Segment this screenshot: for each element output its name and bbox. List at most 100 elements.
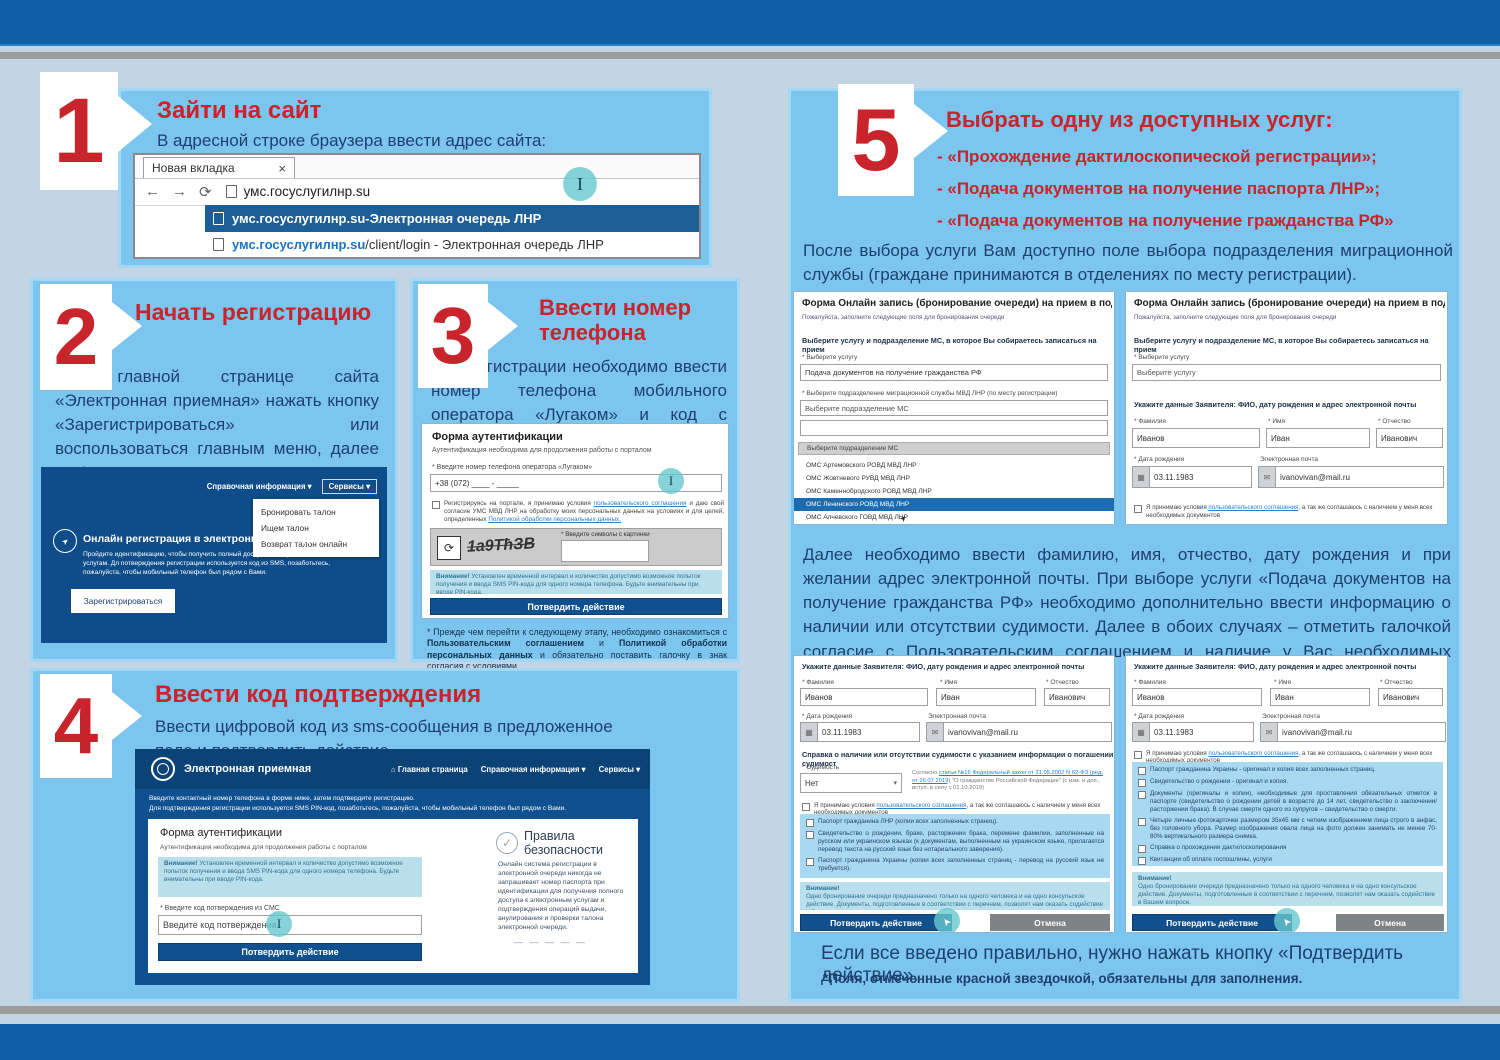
nav-reference-info[interactable]: Справочная информация ▾ bbox=[480, 764, 586, 774]
back-icon[interactable]: ← bbox=[145, 183, 160, 200]
mail-icon: ✉ bbox=[927, 723, 944, 741]
last-name-input[interactable]: Иванов bbox=[800, 688, 928, 706]
agree-pre: Я принимаю условия bbox=[814, 802, 877, 809]
middle-name-input[interactable]: Иванович bbox=[1378, 688, 1443, 706]
ibeam-glyph: I bbox=[577, 173, 583, 194]
last-name-input[interactable]: Иванов bbox=[1132, 428, 1260, 448]
first-name-label: * Имя bbox=[1274, 679, 1291, 686]
doc-checkbox[interactable] bbox=[1138, 791, 1146, 799]
forward-icon[interactable]: → bbox=[172, 183, 187, 200]
dob-input[interactable]: ▦ 03.11.1983 bbox=[1132, 722, 1254, 742]
menu-reference-info[interactable]: Справочная информация ▾ bbox=[206, 482, 312, 491]
attention-box: Внимание! Одно бронирование очереди пред… bbox=[1132, 872, 1443, 906]
form-b-title: Форма Онлайн запись (бронирование очеред… bbox=[1134, 298, 1445, 309]
doc-checkbox[interactable] bbox=[806, 819, 814, 827]
agree-post: , а так же соглашаюсь с наличием у меня … bbox=[1146, 504, 1433, 520]
legal-link[interactable]: статьи №16 Федеральный закон от 31.05.20… bbox=[912, 770, 1103, 784]
footnote-post: и обязательно поставить галочку в знак с… bbox=[427, 649, 727, 672]
captcha-input[interactable] bbox=[561, 540, 649, 562]
middle-name-input[interactable]: Иванович bbox=[1044, 688, 1110, 706]
dropdown-item-return-ticket[interactable]: Возврат талон онлайн bbox=[261, 539, 348, 549]
unit-empty-input[interactable] bbox=[800, 420, 1108, 436]
confirm-button[interactable]: Потвердить действие bbox=[430, 598, 722, 615]
doc-checkbox[interactable] bbox=[1138, 857, 1146, 866]
unit-option-kamennobrodsky[interactable]: ОМС Каменнобродского РОВД МВД ЛНР bbox=[794, 485, 1114, 498]
unit-option-leninsky-selected[interactable]: ОМС Ленинского РОВД МВД ЛНР bbox=[794, 498, 1114, 511]
confirm-button-label: Потвердить действие bbox=[241, 947, 339, 957]
service-select[interactable]: Выберите услугу bbox=[1132, 364, 1441, 381]
reload-icon[interactable]: ⟳ bbox=[199, 183, 212, 201]
tab-close-icon[interactable]: × bbox=[278, 160, 286, 176]
dropdown-item-book-ticket[interactable]: Бронировать талон bbox=[261, 507, 336, 517]
user-agreement-link[interactable]: пользовательского соглашения bbox=[876, 802, 967, 809]
cancel-button[interactable]: Отмена bbox=[990, 914, 1110, 931]
form-d-section-applicant: Укажите данные Заявителя: ФИО, дату рожд… bbox=[1134, 662, 1417, 671]
menu-services[interactable]: Сервисы ▾ bbox=[321, 479, 377, 494]
email-input[interactable]: ✉ ivanovivan@mail.ru bbox=[926, 722, 1112, 742]
agreement-checkbox[interactable] bbox=[1134, 505, 1142, 513]
user-agreement-link[interactable]: пользовательского соглашения bbox=[1208, 750, 1299, 757]
agree-post: , а так же соглашаюсь с наличием у меня … bbox=[1146, 750, 1433, 764]
footnote-mid: и bbox=[584, 638, 619, 649]
step2-menubar: Справочная информация ▾ Сервисы ▾ bbox=[207, 479, 377, 494]
user-agreement-link[interactable]: пользовательского соглашения bbox=[593, 500, 687, 507]
unit-option-artemovsky[interactable]: ОМС Артемовского РОВД МВД ЛНР bbox=[794, 459, 1114, 472]
doc-checkbox[interactable] bbox=[806, 831, 814, 839]
conviction-select[interactable]: Нет ▾ bbox=[800, 773, 902, 793]
middle-name-input[interactable]: Иванович bbox=[1376, 428, 1443, 448]
auth-card-title: Форма аутентификации bbox=[160, 827, 283, 839]
first-name-input[interactable]: Иван bbox=[936, 688, 1036, 706]
agreement-checkbox[interactable] bbox=[1134, 751, 1142, 759]
doc-checkbox[interactable] bbox=[1138, 767, 1146, 775]
last-name-label: * Фамилия bbox=[1134, 418, 1166, 425]
last-name-label: * Фамилия bbox=[802, 679, 834, 686]
register-button[interactable]: Зарегистрироваться bbox=[71, 589, 175, 613]
suggestion2-link: умс.госуслугилнр.su bbox=[232, 237, 366, 252]
confirm-button[interactable]: Потвердить действие bbox=[158, 943, 422, 961]
agreement-checkbox[interactable] bbox=[432, 501, 440, 509]
mouse-cursor-icon: ➤ bbox=[1274, 908, 1300, 932]
step5-title: Выбрать одну из доступных услуг: bbox=[946, 107, 1333, 132]
step3-title-line1: Ввести номер bbox=[539, 295, 692, 320]
nav-home[interactable]: ⌂ Главная страница bbox=[391, 765, 468, 774]
last-name-value: Иванов bbox=[1137, 692, 1165, 702]
first-name-input[interactable]: Иван bbox=[1270, 688, 1370, 706]
dropdown-item-find-ticket[interactable]: Ищем талон bbox=[261, 523, 309, 533]
dob-input[interactable]: ▦ 03.11.1983 bbox=[800, 722, 920, 742]
mail-glyph: ✉ bbox=[1263, 472, 1271, 482]
service-select[interactable]: Подача документов на получение гражданст… bbox=[800, 364, 1108, 381]
doc-item: Паспорт гражданина Украины - оригинал и … bbox=[1138, 766, 1437, 775]
doc-checkbox[interactable] bbox=[1138, 818, 1146, 827]
page-icon bbox=[225, 185, 237, 198]
step4-title: Ввести код подтверждения bbox=[155, 681, 482, 708]
cancel-button[interactable]: Отмена bbox=[1336, 914, 1444, 931]
first-name-value: Иван bbox=[1275, 692, 1294, 702]
suggestion-second[interactable]: умс.госуслугилнр.su/client/login - Элект… bbox=[205, 232, 699, 257]
agreement-checkbox[interactable] bbox=[802, 803, 810, 811]
privacy-policy-link[interactable]: Политикой обработки персональных данных. bbox=[488, 516, 621, 524]
dob-input[interactable]: ▦ 03.11.1983 bbox=[1132, 466, 1252, 488]
address-bar[interactable]: умс.госуслугилнр.su bbox=[243, 184, 371, 199]
captcha-refresh-button[interactable]: ⟳ bbox=[437, 536, 461, 560]
doc-checkbox[interactable] bbox=[1138, 845, 1146, 854]
suggestion-selected[interactable]: умс.госуслугилнр.su-Электронная очередь … bbox=[205, 205, 699, 232]
doc-checkbox[interactable] bbox=[1138, 779, 1146, 787]
email-input[interactable]: ✉ ivanovivan@mail.ru bbox=[1260, 722, 1446, 742]
phone-input[interactable]: +38 (072) ____ - _____ bbox=[430, 474, 722, 492]
email-input[interactable]: ✉ ivanovivan@mail.ru bbox=[1258, 466, 1444, 488]
first-name-input[interactable]: Иван bbox=[1266, 428, 1370, 448]
text-cursor-icon: I bbox=[563, 167, 597, 201]
doc-item: Квитанции об оплате госпошлины, услуги bbox=[1138, 856, 1437, 866]
last-name-input[interactable]: Иванов bbox=[1132, 688, 1262, 706]
confirm-button[interactable]: Потвердить действие bbox=[800, 914, 952, 931]
user-agreement-link[interactable]: пользовательского соглашения bbox=[1208, 504, 1299, 511]
browser-tab[interactable]: Новая вкладка × bbox=[143, 157, 295, 178]
unit-option-alchevsk[interactable]: ОМС Алчевского ГОВД МВД ЛНР bbox=[794, 511, 1114, 524]
unit-option-zhovtnevy[interactable]: ОМС Жовтневого РУВД МВД ЛНР bbox=[794, 472, 1114, 485]
doc-text: Четыре личные фотокарточки размером 35х4… bbox=[1150, 817, 1437, 841]
doc-checkbox[interactable] bbox=[806, 858, 814, 867]
nav-services[interactable]: Сервисы ▾ bbox=[598, 764, 640, 774]
unit-select[interactable]: Выберите подразделение МС bbox=[800, 400, 1108, 416]
confirm-button[interactable]: Потвердить действие bbox=[1132, 914, 1292, 931]
